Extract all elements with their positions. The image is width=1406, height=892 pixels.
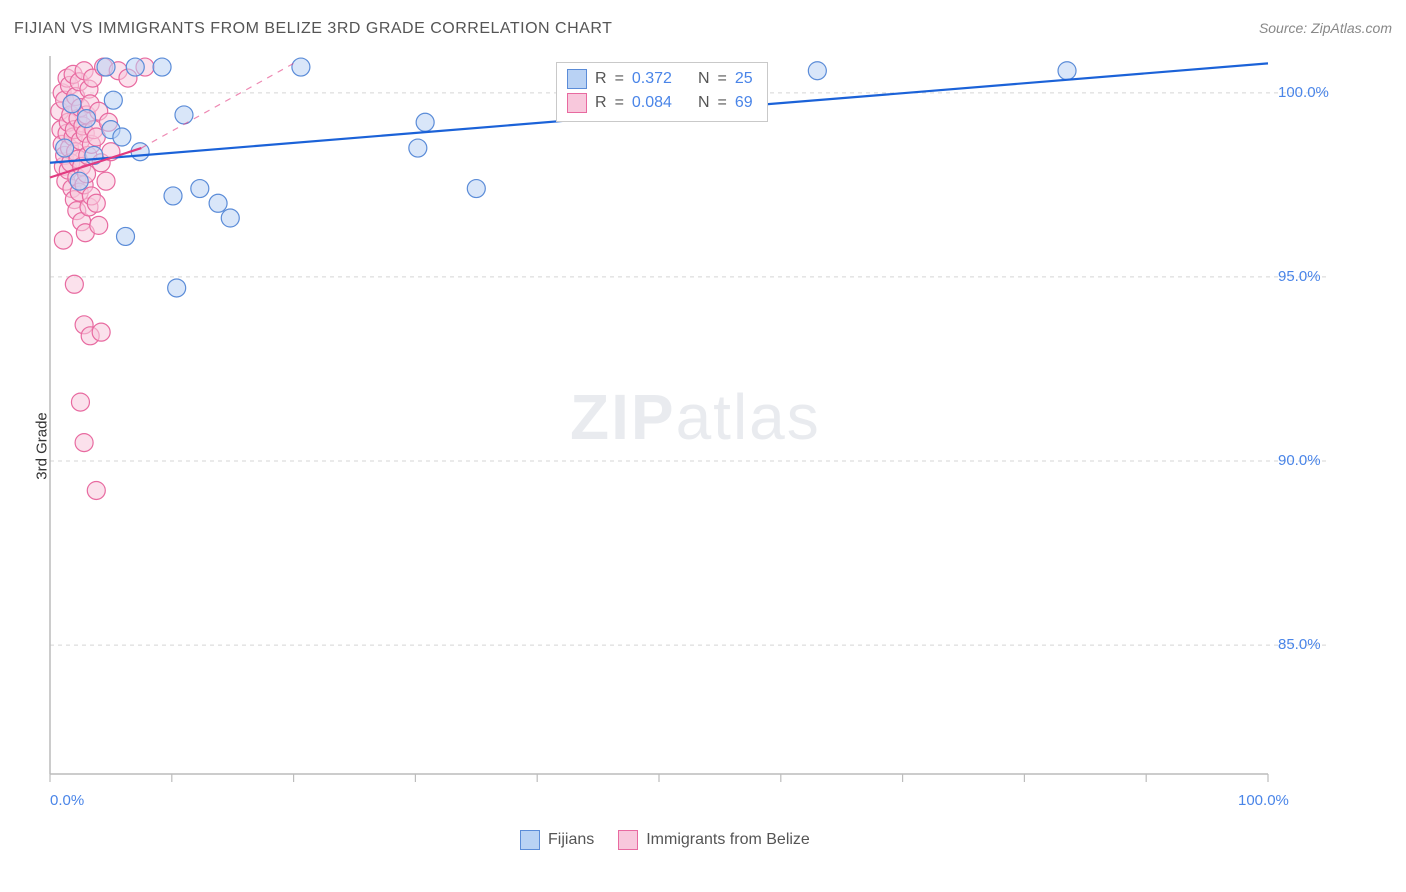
n-value-fijians: 25 — [735, 67, 753, 91]
scatter-plot — [48, 54, 1328, 804]
legend-item-belize: Immigrants from Belize — [618, 830, 810, 850]
series-legend: Fijians Immigrants from Belize — [520, 830, 810, 850]
chart-header: FIJIAN VS IMMIGRANTS FROM BELIZE 3RD GRA… — [14, 20, 1392, 44]
legend-row-fijians: R = 0.372 N = 25 — [567, 67, 753, 91]
r-value-fijians: 0.372 — [632, 67, 672, 91]
x-axis-min-label: 0.0% — [50, 792, 84, 809]
y-tick-label: 85.0% — [1278, 636, 1321, 653]
x-axis-max-label: 100.0% — [1238, 792, 1289, 809]
swatch-belize-icon — [618, 830, 638, 850]
swatch-fijians-icon — [567, 69, 587, 89]
legend-item-fijians: Fijians — [520, 830, 594, 850]
y-tick-label: 100.0% — [1278, 84, 1329, 101]
r-value-belize: 0.084 — [632, 91, 672, 115]
y-tick-label: 90.0% — [1278, 452, 1321, 469]
n-value-belize: 69 — [735, 91, 753, 115]
chart-source: Source: ZipAtlas.com — [1259, 20, 1392, 36]
correlation-legend-box: R = 0.372 N = 25 R = 0.084 N = 69 — [556, 62, 768, 122]
swatch-belize-icon — [567, 93, 587, 113]
chart-title: FIJIAN VS IMMIGRANTS FROM BELIZE 3RD GRA… — [14, 20, 612, 37]
y-tick-label: 95.0% — [1278, 268, 1321, 285]
swatch-fijians-icon — [520, 830, 540, 850]
legend-row-belize: R = 0.084 N = 69 — [567, 91, 753, 115]
